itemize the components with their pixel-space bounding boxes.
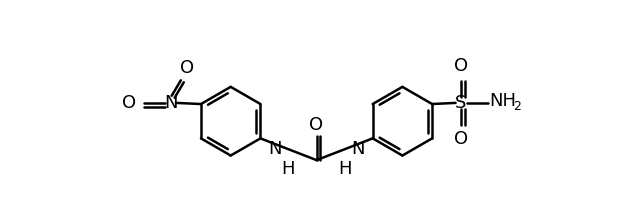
Text: H: H	[281, 159, 294, 178]
Text: N: N	[351, 140, 365, 158]
Text: NH: NH	[490, 92, 516, 110]
Text: O: O	[310, 116, 324, 134]
Text: S: S	[455, 94, 467, 112]
Text: N: N	[164, 94, 178, 112]
Text: 2: 2	[513, 100, 521, 113]
Text: O: O	[454, 57, 468, 75]
Text: O: O	[180, 59, 195, 76]
Text: O: O	[454, 130, 468, 148]
Text: O: O	[122, 94, 136, 112]
Text: N: N	[268, 140, 282, 158]
Text: H: H	[339, 159, 352, 178]
